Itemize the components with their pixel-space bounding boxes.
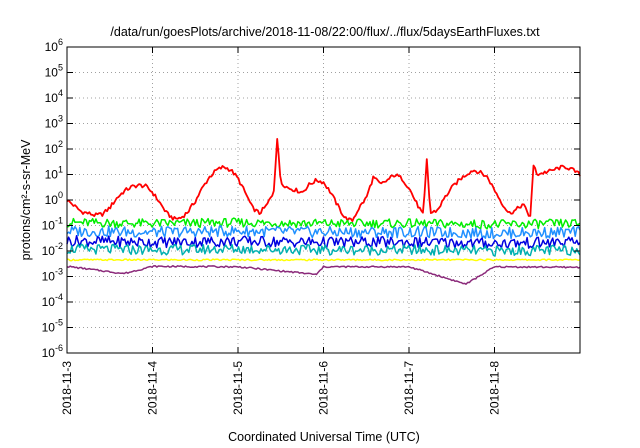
grid <box>67 47 580 353</box>
series-layer <box>66 137 581 285</box>
y-tick-labels: 10-6 10-5 10-4 10-3 10-2 10-1 100 101 102 103 104 1… <box>42 37 63 360</box>
y-tick-label: 102 <box>45 139 63 156</box>
series-line-1 <box>66 137 581 223</box>
y-tick-label: 103 <box>45 114 63 131</box>
y-tick-label: 10-5 <box>42 318 63 335</box>
y-tick-label: 10-1 <box>42 216 63 233</box>
y-tick-label: 104 <box>45 88 63 105</box>
x-tick-label: 2018-11-8 <box>488 361 502 415</box>
y-tick-label: 101 <box>45 165 63 182</box>
y-tick-label: 100 <box>45 190 63 207</box>
y-tick-label: 10-6 <box>42 343 63 360</box>
ticks <box>66 46 580 354</box>
y-tick-label: 105 <box>45 63 63 80</box>
series-line-4 <box>66 234 581 249</box>
series-line-6 <box>66 258 581 262</box>
y-tick-label: 106 <box>45 37 63 54</box>
x-tick-label: 2018-11-4 <box>146 361 160 415</box>
x-axis-label: Coordinated Universal Time (UTC) <box>228 430 420 444</box>
series-line-2 <box>66 217 581 230</box>
y-tick-label: 10-2 <box>42 241 63 258</box>
x-tick-labels: 2018-11-3 2018-11-4 2018-11-5 2018-11-6 2018… <box>60 361 502 415</box>
x-tick-label: 2018-11-7 <box>402 361 416 415</box>
y-tick-label: 10-3 <box>42 267 63 284</box>
x-tick-label: 2018-11-6 <box>317 361 331 415</box>
x-tick-label: 2018-11-5 <box>231 361 245 415</box>
y-tick-label: 10-4 <box>42 292 63 309</box>
series-line-7 <box>66 264 581 285</box>
y-axis-label: protons/cm²-s-sr-MeV <box>19 139 33 261</box>
x-tick-label: 2018-11-3 <box>60 361 74 415</box>
chart-title: /data/run/goesPlots/archive/2018-11-08/2… <box>110 25 540 39</box>
series-line-5 <box>66 243 581 257</box>
series-line-3 <box>66 224 581 240</box>
